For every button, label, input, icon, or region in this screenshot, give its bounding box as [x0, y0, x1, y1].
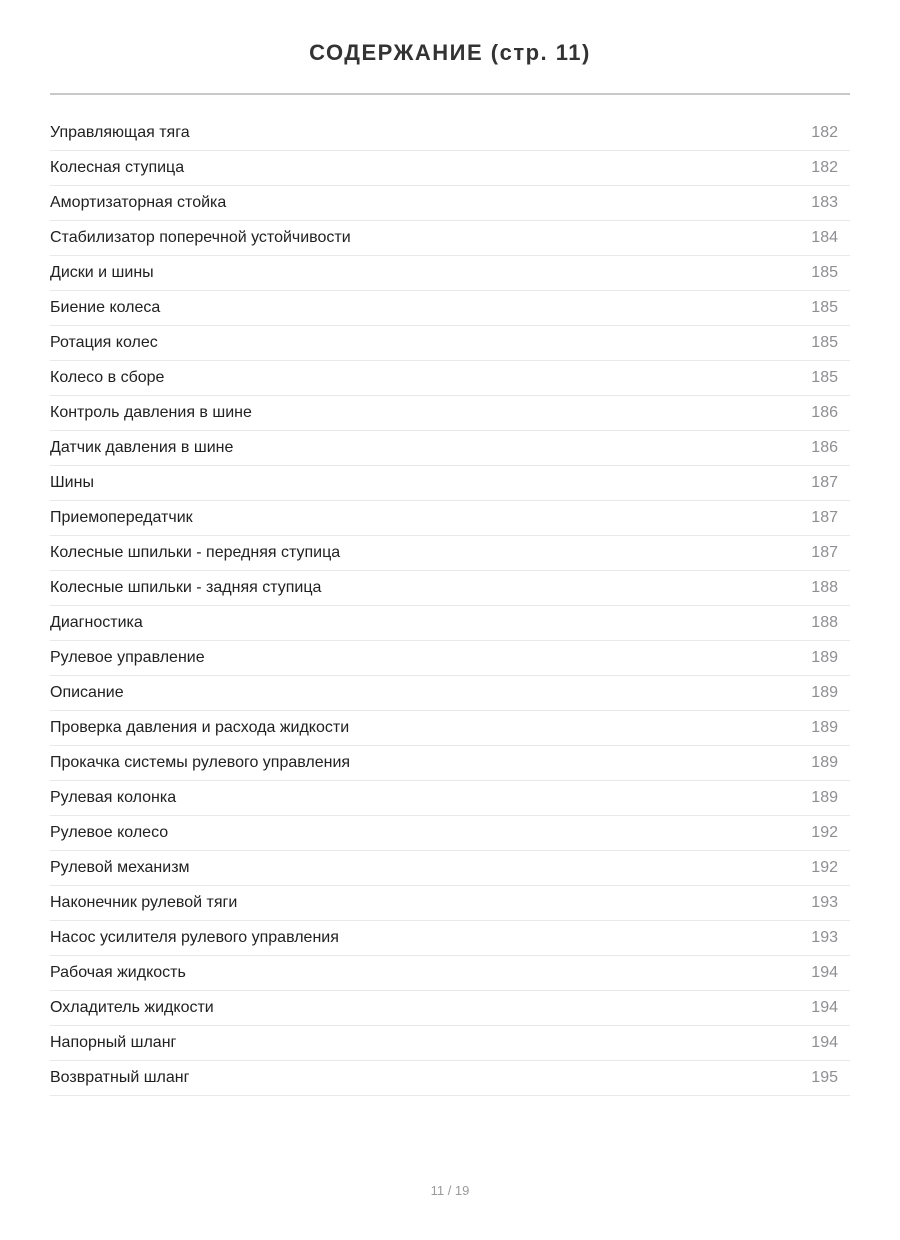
toc-entry-page-number: 194	[811, 999, 838, 1016]
toc-entry-page-number: 186	[811, 439, 838, 456]
toc-entry-title: Напорный шланг	[50, 1034, 177, 1051]
toc-entry-page-number: 193	[811, 929, 838, 946]
toc-entry-title: Колесо в сборе	[50, 369, 165, 386]
toc-entry: Рулевое колесо 192	[50, 816, 850, 851]
toc-entry-page-number: 185	[811, 299, 838, 316]
toc-entry-title: Описание	[50, 684, 124, 701]
toc-entry: Датчик давления в шине 186	[50, 431, 850, 466]
toc-entry-title: Шины	[50, 474, 94, 491]
toc-entry-title: Рулевое колесо	[50, 824, 169, 841]
toc-entry-title: Насос усилителя рулевого управления	[50, 929, 339, 946]
toc-entry-title: Биение колеса	[50, 299, 161, 316]
toc-entry-page-number: 185	[811, 264, 838, 281]
toc-entry-page-number: 183	[811, 194, 838, 211]
toc-entry: Проверка давления и расхода жидкости 189	[50, 711, 850, 746]
toc-entry: Охладитель жидкости 194	[50, 991, 850, 1026]
toc-entry: Амортизаторная стойка 183	[50, 186, 850, 221]
toc-entry: Возвратный шланг 195	[50, 1061, 850, 1096]
toc-entry: Стабилизатор поперечной устойчивости 184	[50, 221, 850, 256]
toc-entry: Ротация колес 185	[50, 326, 850, 361]
toc-entry-title: Прокачка системы рулевого управления	[50, 754, 351, 771]
toc-entry-page-number: 194	[811, 1034, 838, 1051]
toc-entry-title: Диски и шины	[50, 264, 154, 281]
toc-entry-title: Возвратный шланг	[50, 1069, 190, 1086]
toc-entry: Наконечник рулевой тяги 193	[50, 886, 850, 921]
toc-entry-title: Амортизаторная стойка	[50, 194, 227, 211]
toc-entry-page-number: 188	[811, 614, 838, 631]
toc-entry-title: Проверка давления и расхода жидкости	[50, 719, 350, 736]
toc-entry-title: Рулевое управление	[50, 649, 205, 666]
toc-entry-page-number: 189	[811, 754, 838, 771]
toc-entry-page-number: 192	[811, 859, 838, 876]
toc-entry-title: Стабилизатор поперечной устойчивости	[50, 229, 351, 246]
toc-entry-title: Управляющая тяга	[50, 124, 190, 141]
toc-entry-title: Контроль давления в шине	[50, 404, 252, 421]
toc-entry-page-number: 182	[811, 159, 838, 176]
toc-entry: Рабочая жидкость 194	[50, 956, 850, 991]
toc-entry-page-number: 187	[811, 544, 838, 561]
toc-entry-page-number: 194	[811, 964, 838, 981]
toc-entry-title: Колесные шпильки - задняя ступица	[50, 579, 322, 596]
toc-entry: Колесные шпильки - передняя ступица 187	[50, 536, 850, 571]
toc-entry: Диагностика 188	[50, 606, 850, 641]
toc-entry-title: Наконечник рулевой тяги	[50, 894, 238, 911]
toc-entry: Колесная ступица 182	[50, 151, 850, 186]
toc-entry-title: Колесные шпильки - передняя ступица	[50, 544, 341, 561]
toc-entry-title: Диагностика	[50, 614, 143, 631]
toc-entry-page-number: 187	[811, 474, 838, 491]
page-indicator: 11 / 19	[430, 1183, 470, 1198]
toc-entry-title: Рулевая колонка	[50, 789, 177, 806]
title-divider	[50, 93, 850, 95]
toc-entry: Рулевая колонка 189	[50, 781, 850, 816]
toc-entry: Биение колеса 185	[50, 291, 850, 326]
toc-entry-title: Охладитель жидкости	[50, 999, 214, 1016]
toc-entry-page-number: 189	[811, 789, 838, 806]
toc-entry-title: Колесная ступица	[50, 159, 185, 176]
toc-entry-title: Приемопередатчик	[50, 509, 193, 526]
toc-entry-page-number: 185	[811, 369, 838, 386]
toc-entry-page-number: 189	[811, 684, 838, 701]
toc-list: Управляющая тяга 182 Колесная ступица 18…	[50, 116, 850, 1096]
toc-entry-page-number: 184	[811, 229, 838, 246]
toc-entry: Шины 187	[50, 466, 850, 501]
toc-page: СОДЕРЖАНИЕ (стр. 11) Управляющая тяга 18…	[50, 40, 850, 1096]
toc-entry-title: Датчик давления в шине	[50, 439, 234, 456]
toc-entry-page-number: 186	[811, 404, 838, 421]
toc-entry-page-number: 188	[811, 579, 838, 596]
toc-entry: Колесные шпильки - задняя ступица 188	[50, 571, 850, 606]
toc-entry-page-number: 195	[811, 1069, 838, 1086]
toc-entry: Насос усилителя рулевого управления 193	[50, 921, 850, 956]
toc-entry: Колесо в сборе 185	[50, 361, 850, 396]
toc-entry: Описание 189	[50, 676, 850, 711]
toc-entry-title: Рулевой механизм	[50, 859, 190, 876]
toc-entry-page-number: 193	[811, 894, 838, 911]
toc-entry: Контроль давления в шине 186	[50, 396, 850, 431]
toc-entry: Диски и шины 185	[50, 256, 850, 291]
toc-entry-title: Рабочая жидкость	[50, 964, 186, 981]
toc-entry-page-number: 185	[811, 334, 838, 351]
toc-entry-page-number: 187	[811, 509, 838, 526]
toc-entry-title: Ротация колес	[50, 334, 158, 351]
toc-entry: Рулевое управление 189	[50, 641, 850, 676]
toc-entry: Рулевой механизм 192	[50, 851, 850, 886]
toc-entry-page-number: 182	[811, 124, 838, 141]
toc-entry: Управляющая тяга 182	[50, 116, 850, 151]
toc-entry: Прокачка системы рулевого управления 189	[50, 746, 850, 781]
toc-entry-page-number: 189	[811, 649, 838, 666]
toc-entry: Приемопередатчик 187	[50, 501, 850, 536]
toc-entry-page-number: 189	[811, 719, 838, 736]
page-title: СОДЕРЖАНИЕ (стр. 11)	[309, 40, 591, 65]
toc-entry: Напорный шланг 194	[50, 1026, 850, 1061]
toc-entry-page-number: 192	[811, 824, 838, 841]
